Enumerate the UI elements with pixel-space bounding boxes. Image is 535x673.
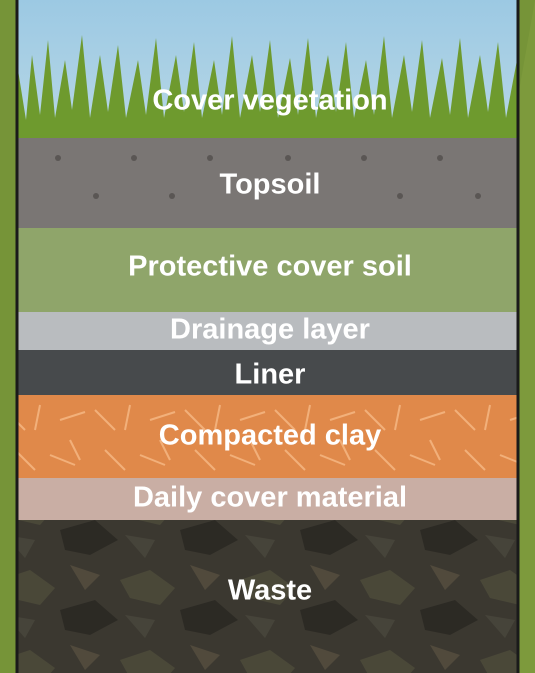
- layer-label: Drainage layer: [170, 314, 370, 346]
- layer-label: Topsoil: [220, 169, 321, 201]
- layer-label: Waste: [228, 575, 312, 607]
- layer-label: Cover vegetation: [152, 85, 387, 117]
- layer-label: Protective cover soil: [128, 251, 412, 283]
- landfill-diagram: Cover vegetation Topsoil Protective cove…: [0, 0, 535, 673]
- layer-label: Compacted clay: [159, 420, 381, 452]
- layer-label: Liner: [235, 359, 306, 391]
- layer-label: Daily cover material: [133, 482, 407, 514]
- page: Cover vegetation Topsoil Protective cove…: [0, 0, 535, 673]
